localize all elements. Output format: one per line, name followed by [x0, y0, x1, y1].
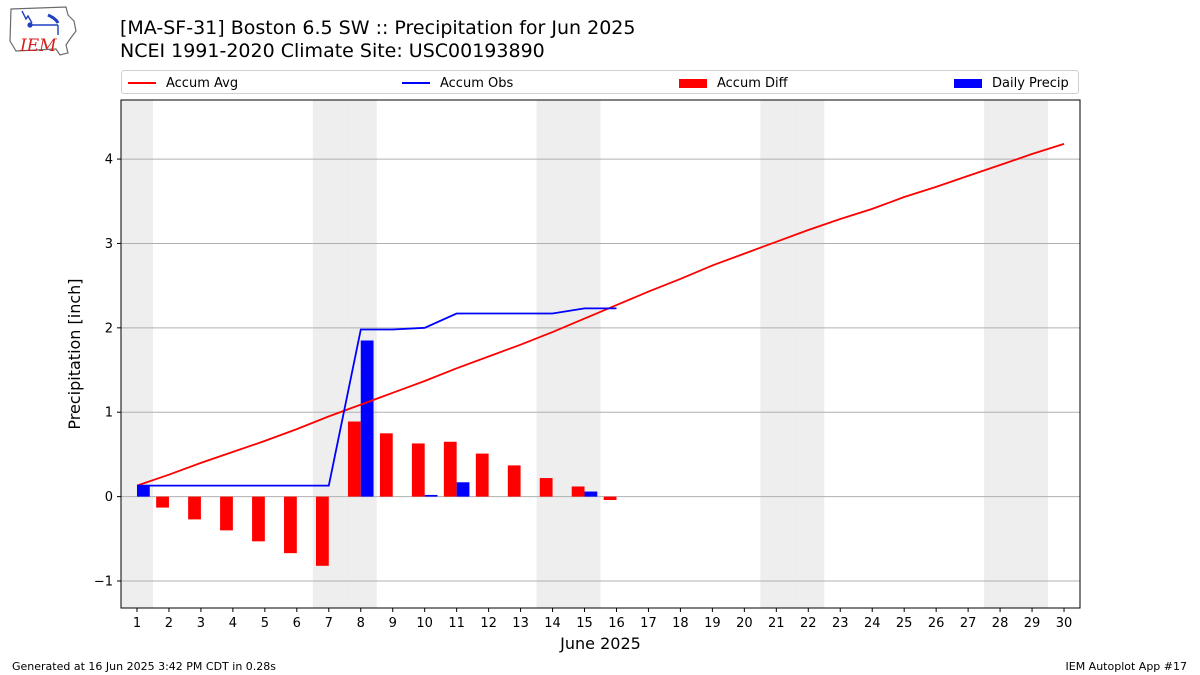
accum-diff-bar	[443, 441, 457, 497]
x-tick-label: 29	[1024, 616, 1041, 631]
y-axis-label: Precipitation [inch]	[65, 278, 84, 429]
y-tick-label: −1	[94, 574, 113, 589]
y-tick-label: 3	[105, 237, 113, 252]
weekend-band	[568, 100, 601, 608]
accum-diff-bar	[220, 496, 233, 531]
x-tick-label: 9	[389, 616, 397, 631]
legend-item-accum-diff: Accum Diff	[679, 75, 788, 91]
iem-logo: IEM	[8, 5, 80, 59]
x-tick-label: 21	[768, 616, 785, 631]
footer-app: IEM Autoplot App #17	[1065, 660, 1188, 673]
x-tick-label: 16	[608, 616, 625, 631]
weekend-band	[1016, 100, 1049, 608]
daily-precip-bar	[136, 485, 150, 497]
accum-diff-bar	[284, 496, 297, 554]
footer-generated: Generated at 16 Jun 2025 3:42 PM CDT in …	[12, 660, 277, 673]
y-tick-label: 4	[105, 153, 113, 168]
legend: Accum Avg Accum Obs Accum Diff Daily Pre…	[121, 70, 1079, 94]
daily-precip-bar	[360, 340, 374, 497]
accum-diff-bar	[603, 496, 617, 500]
accum-diff-bar	[475, 453, 489, 497]
chart-title-line2: NCEI 1991-2020 Climate Site: USC00193890	[120, 40, 545, 62]
plot-frame	[120, 99, 1081, 609]
x-tick-label: 1	[133, 616, 141, 631]
x-tick-label: 30	[1056, 616, 1073, 631]
legend-label-daily-precip: Daily Precip	[992, 75, 1069, 91]
weekend-band	[792, 100, 825, 608]
x-tick-label: 17	[640, 616, 657, 631]
weekend-band	[984, 100, 1017, 608]
weekend-band	[121, 100, 153, 608]
x-tick-label: 10	[416, 616, 433, 631]
iem-logo-text: IEM	[19, 36, 57, 56]
chart-title-line1: [MA-SF-31] Boston 6.5 SW :: Precipitatio…	[120, 17, 636, 39]
accum-obs-line	[137, 307, 617, 487]
x-tick-label: 26	[928, 616, 945, 631]
x-tick-label: 28	[992, 616, 1009, 631]
x-tick-label: 11	[448, 616, 465, 631]
x-tick-label: 25	[896, 616, 913, 631]
accum-diff-bar	[347, 421, 361, 497]
weekend-band	[536, 100, 569, 608]
y-tick-label: 0	[105, 490, 113, 505]
accum-diff-bar	[571, 486, 585, 497]
x-tick-label: 18	[672, 616, 689, 631]
legend-label-accum-diff: Accum Diff	[717, 75, 788, 91]
legend-item-accum-obs: Accum Obs	[402, 75, 513, 91]
accum-diff-bar	[188, 496, 201, 520]
daily-precip-bar	[584, 491, 598, 497]
x-tick-label: 27	[960, 616, 977, 631]
accum-avg-line	[136, 143, 1065, 487]
x-tick-label: 14	[544, 616, 561, 631]
daily-precip-bar	[456, 482, 470, 497]
x-tick-label: 8	[357, 616, 365, 631]
x-tick-label: 12	[480, 616, 497, 631]
accum-diff-bar	[156, 496, 169, 508]
x-tick-label: 23	[832, 616, 849, 631]
x-tick-label: 15	[576, 616, 593, 631]
y-tick-label: 1	[105, 406, 113, 421]
x-tick-label: 24	[864, 616, 881, 631]
accum-diff-bar	[507, 465, 521, 497]
weekend-band	[760, 100, 793, 608]
x-axis-label: June 2025	[559, 634, 641, 653]
x-tick-label: 20	[736, 616, 753, 631]
x-tick-label: 5	[261, 616, 269, 631]
accum-diff-bar	[315, 496, 329, 566]
accum-diff-bar	[539, 478, 553, 497]
accum-diff-bar	[411, 443, 425, 497]
legend-label-accum-obs: Accum Obs	[440, 75, 514, 91]
legend-swatch-accum-diff	[679, 78, 707, 88]
chart-title: [MA-SF-31] Boston 6.5 SW :: Precipitatio…	[120, 17, 635, 63]
daily-precip-bar	[424, 494, 438, 497]
legend-label-accum-avg: Accum Avg	[166, 75, 239, 91]
legend-swatch-daily-precip	[954, 78, 982, 88]
legend-swatch-accum-avg	[128, 82, 156, 84]
accum-diff-bar	[252, 496, 265, 542]
legend-item-daily-precip: Daily Precip	[954, 75, 1069, 91]
x-tick-label: 13	[512, 616, 529, 631]
x-tick-label: 6	[293, 616, 301, 631]
accum-diff-bar	[379, 433, 393, 497]
x-tick-label: 4	[229, 616, 237, 631]
legend-swatch-accum-obs	[402, 82, 430, 84]
x-tick-label: 3	[197, 616, 205, 631]
x-tick-label: 2	[165, 616, 173, 631]
x-tick-label: 7	[325, 616, 333, 631]
legend-item-accum-avg: Accum Avg	[128, 75, 238, 91]
x-tick-label: 22	[800, 616, 817, 631]
iem-logo-icon: IEM	[9, 6, 77, 56]
x-tick-label: 19	[704, 616, 721, 631]
y-tick-label: 2	[105, 321, 113, 336]
